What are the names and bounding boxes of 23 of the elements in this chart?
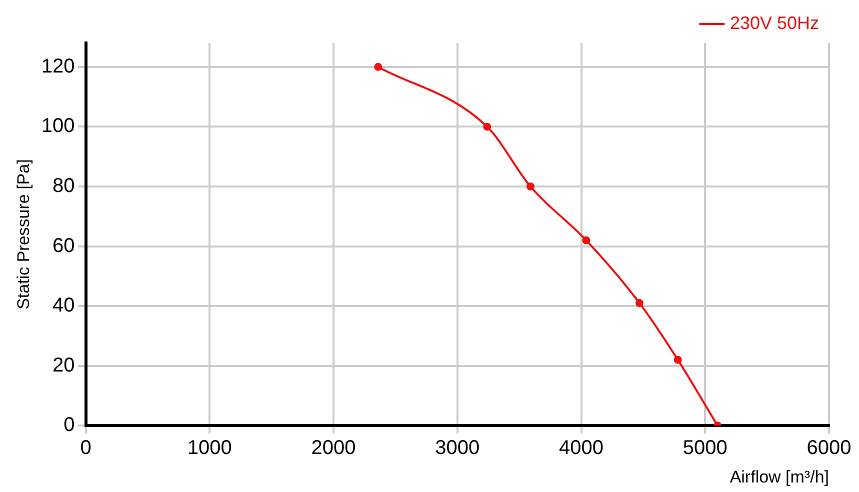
point	[483, 122, 492, 131]
point	[635, 299, 644, 308]
x-tick-label: 0	[80, 437, 92, 460]
legend-label: 230V 50Hz	[730, 12, 820, 33]
point	[674, 356, 682, 364]
x-tick-label: 1000	[187, 437, 232, 460]
y-tick-label: 20	[52, 354, 75, 376]
y-tick-label: 80	[52, 174, 75, 197]
point	[374, 62, 382, 71]
point	[526, 182, 534, 190]
y-tick-label: 100	[41, 115, 75, 138]
x-tick-label: 5000	[682, 437, 728, 460]
y-tick-label: 40	[52, 294, 75, 317]
x-axis-title: Airflow [m³/h]	[730, 467, 829, 486]
y-tick-label: 0	[64, 414, 75, 436]
point	[582, 236, 590, 244]
x-tick-label: 3000	[435, 437, 480, 460]
x-tick-label: 6000	[806, 437, 852, 460]
x-tick-label: 4000	[559, 437, 604, 460]
y-tick-label: 120	[41, 55, 75, 78]
y-tick-label: 60	[52, 234, 75, 257]
y-axis-title: Static Pressure [Pa]	[14, 159, 33, 310]
x-tick-label: 2000	[311, 437, 356, 460]
